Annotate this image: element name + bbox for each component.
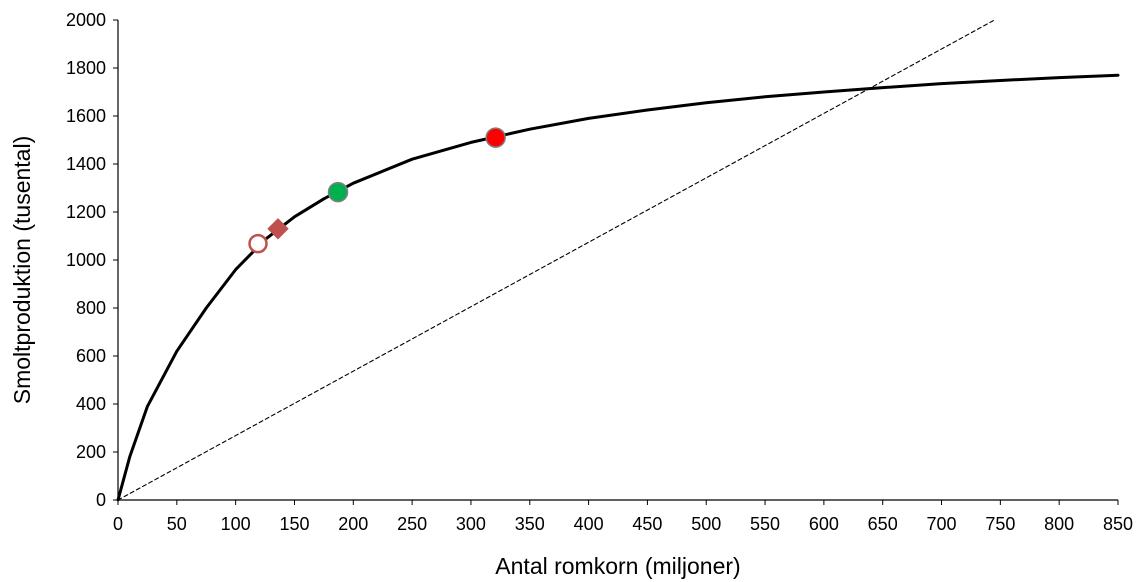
stock-recruitment-curve [116, 73, 1120, 502]
x-tick-label: 500 [691, 514, 721, 534]
x-tick-label: 650 [868, 514, 898, 534]
x-tick-label: 400 [574, 514, 604, 534]
x-tick-label: 700 [927, 514, 957, 534]
y-tick-label: 200 [76, 442, 106, 462]
data-point-circle [485, 127, 506, 148]
x-tick-label: 450 [632, 514, 662, 534]
y-tick-label: 600 [76, 346, 106, 366]
y-tick-label: 1400 [66, 154, 106, 174]
data-points [248, 127, 506, 254]
y-tick-label: 1000 [66, 250, 106, 270]
replacement-line [117, 19, 996, 501]
x-tick-label: 0 [113, 514, 123, 534]
x-tick-label: 550 [750, 514, 780, 534]
x-tick-label: 300 [456, 514, 486, 534]
x-tick-label: 250 [397, 514, 427, 534]
y-tick-label: 400 [76, 394, 106, 414]
y-tick-label: 0 [96, 490, 106, 510]
y-axis-title: Smoltproduktion (tusental) [9, 136, 35, 404]
y-tick-label: 1200 [66, 202, 106, 222]
y-tick-label: 800 [76, 298, 106, 318]
x-tick-label: 200 [338, 514, 368, 534]
axes [113, 19, 1119, 505]
tick-labels: 0 200 400 600 800 1000 1200 1400 1600 1800 2000 0 50… [66, 10, 1133, 534]
x-tick-label: 600 [809, 514, 839, 534]
x-tick-label: 850 [1103, 514, 1133, 534]
y-tick-label: 1600 [66, 106, 106, 126]
x-axis-title: Antal romkorn (miljoner) [495, 553, 740, 579]
x-tick-label: 50 [167, 514, 187, 534]
x-tick-label: 350 [515, 514, 545, 534]
x-tick-label: 150 [279, 514, 309, 534]
x-tick-label: 750 [985, 514, 1015, 534]
data-point-open-circle [248, 233, 268, 254]
x-tick-label: 100 [221, 514, 251, 534]
x-tick-label: 800 [1044, 514, 1074, 534]
data-point-circle [327, 181, 349, 203]
data-point-diamond [267, 218, 289, 240]
y-tick-label: 2000 [66, 10, 106, 30]
curves [116, 19, 1120, 502]
y-tick-label: 1800 [66, 58, 106, 78]
